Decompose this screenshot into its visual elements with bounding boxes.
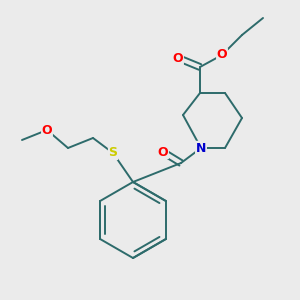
Text: O: O [158,146,168,158]
Text: O: O [173,52,183,64]
Text: O: O [217,49,227,62]
Text: N: N [196,142,206,154]
Text: S: S [109,146,118,160]
Text: N: N [196,142,206,154]
Text: O: O [42,124,52,136]
